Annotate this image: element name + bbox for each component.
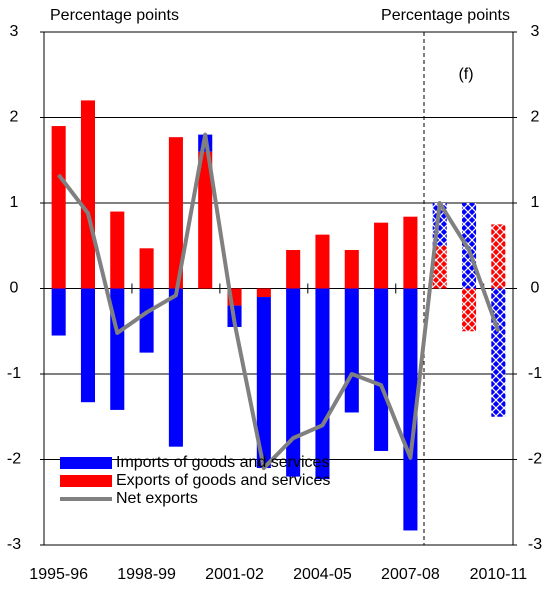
plot-frame (43, 31, 514, 546)
y-tick-label: 0 (10, 280, 19, 297)
y2-tick-label: -3 (528, 536, 542, 553)
x-tick-label: 1995-96 (29, 566, 88, 583)
bar (315, 288, 330, 480)
bar (344, 288, 359, 413)
bar (461, 203, 477, 289)
bar (491, 224, 506, 289)
y-tick-label: 1 (10, 194, 19, 211)
left-axis-label: Percentage points (50, 7, 179, 24)
bar (286, 288, 301, 477)
y-tick-label: -3 (7, 536, 21, 553)
x-tick-label: 2010-11 (470, 566, 528, 583)
bar (403, 216, 418, 289)
bar (286, 250, 301, 289)
bar (374, 222, 389, 289)
y2-tick-label: 1 (531, 194, 540, 211)
y-tick-label: -1 (7, 365, 21, 382)
bar (403, 288, 418, 531)
x-tick-label: 2001-02 (205, 566, 264, 583)
bar (80, 288, 96, 403)
annotation: (f) (458, 66, 473, 83)
y-tick-label: 3 (10, 23, 19, 40)
y-tick-label: 2 (10, 109, 19, 126)
y-tick-label: -2 (7, 451, 21, 468)
y2-tick-label: 3 (531, 23, 540, 40)
bar (80, 100, 96, 289)
right-axis-label: Percentage points (381, 7, 510, 24)
bar (168, 137, 183, 289)
legend-label: Exports of goods and services (116, 472, 330, 489)
bar (461, 288, 477, 332)
y2-tick-label: -2 (528, 451, 542, 468)
legend-swatch (60, 457, 112, 469)
bar (432, 245, 447, 289)
x-tick-label: 2004-05 (293, 566, 352, 583)
net-exports-line (57, 132, 501, 471)
bar (168, 288, 183, 447)
y2-tick-label: 0 (531, 280, 540, 297)
bar (51, 288, 66, 336)
bar (491, 288, 506, 417)
bar (374, 288, 389, 451)
legend-label: Net exports (116, 490, 198, 507)
y2-tick-label: 2 (531, 109, 540, 126)
bar (256, 297, 271, 469)
x-tick-label: 2007-08 (381, 566, 440, 583)
y2-tick-label: -1 (528, 365, 542, 382)
bar (110, 211, 125, 289)
bar (139, 248, 154, 289)
bar (344, 250, 359, 289)
legend-label: Imports of goods and services (116, 454, 329, 471)
x-tick-label: 1998-99 (117, 566, 176, 583)
bar (51, 126, 66, 289)
bar (256, 288, 271, 298)
bar (315, 234, 330, 289)
legend-swatch (60, 475, 112, 487)
bar (139, 288, 154, 353)
bar (198, 151, 213, 289)
